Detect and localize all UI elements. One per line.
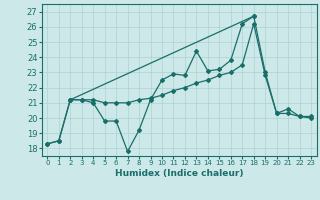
X-axis label: Humidex (Indice chaleur): Humidex (Indice chaleur) [115, 169, 244, 178]
